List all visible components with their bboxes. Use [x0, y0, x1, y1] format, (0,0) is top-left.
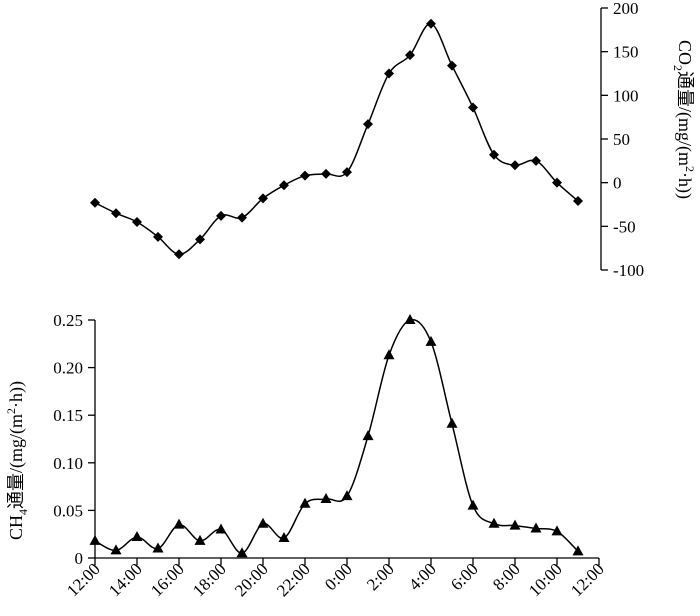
co2-data-point: [489, 149, 499, 160]
ch4-y-tick-label: 0.20: [53, 359, 83, 378]
ch4-x-tick-label: 12:00: [567, 559, 608, 600]
co2-series-line: [94, 22, 579, 256]
co2-data-point: [216, 210, 226, 221]
ch4-data-point: [362, 430, 374, 441]
ch4-data-point: [383, 349, 395, 360]
ch4-x-tick-label: 2:00: [363, 559, 398, 594]
co2-data-point: [300, 170, 310, 181]
co2-data-point: [90, 197, 100, 208]
co2-data-point: [321, 168, 331, 179]
co2-data-point: [258, 193, 268, 204]
ch4-x-tick-label: 20:00: [231, 559, 272, 600]
ch4-x-tick-label: 16:00: [147, 559, 188, 600]
co2-data-point: [342, 167, 352, 178]
ch4-x-tick-label: 0:00: [321, 559, 356, 594]
co2-data-point: [237, 212, 247, 223]
ch4-data-point: [236, 547, 248, 558]
co2-data-point: [426, 18, 436, 29]
co2-data-point: [552, 177, 562, 188]
co2-y-tick-label: 50: [613, 130, 630, 149]
co2-data-point: [510, 160, 520, 171]
ch4-y-tick-label: 0.05: [53, 501, 83, 520]
ch4-series-line: [94, 318, 579, 554]
co2-data-point: [573, 196, 583, 207]
ch4-data-point: [173, 518, 185, 529]
co2-y-tick-label: -50: [613, 217, 636, 236]
co2-data-point: [384, 68, 394, 79]
ch4-x-tick-label: 22:00: [273, 559, 314, 600]
co2-title-part: ·h)): [674, 172, 695, 199]
co2-data-point: [195, 234, 205, 245]
ch4-data-point: [257, 517, 269, 528]
co2-title-part: CO: [675, 40, 695, 65]
ch4-x-tick-label: 8:00: [489, 559, 524, 594]
co2-data-point: [363, 119, 373, 130]
co2-data-point: [279, 180, 289, 191]
co2-y-tick-label: 0: [613, 174, 622, 193]
ch4-x-tick-label: 10:00: [525, 559, 566, 600]
ch4-data-point: [89, 534, 101, 545]
ch4-x-tick-label: 14:00: [105, 559, 146, 600]
ch4-data-point: [152, 542, 164, 553]
ch4-title-superscript: 2: [4, 408, 18, 414]
ch4-title-subscript: 4: [16, 509, 30, 515]
ch4-x-tick-label: 18:00: [189, 559, 230, 600]
ch4-y-axis-title: CH4通量/(mg/(m2·h)): [4, 381, 30, 540]
co2-y-tick-label: 150: [613, 43, 639, 62]
ch4-title-part: CH: [6, 515, 26, 540]
co2-y-tick-label: -100: [613, 261, 644, 280]
ch4-data-point: [572, 545, 584, 556]
ch4-y-tick-label: 0.15: [53, 406, 83, 425]
ch4-y-tick-label: 0: [75, 549, 84, 568]
ch4-data-point: [341, 490, 353, 501]
ch4-x-tick-label: 6:00: [447, 559, 482, 594]
ch4-title-part: ·h)): [6, 381, 27, 408]
ch4-data-point: [530, 522, 542, 533]
co2-y-axis-title: CO2通量/(mg/(m2·h)): [671, 40, 697, 199]
ch4-data-point: [215, 523, 227, 534]
co2-data-point: [153, 231, 163, 242]
co2-data-point: [405, 50, 415, 61]
ch4-data-point: [551, 525, 563, 536]
co2-title-part: 通量/(mg/(m: [674, 71, 695, 166]
co2-data-point: [531, 155, 541, 166]
co2-title-superscript: 2: [683, 166, 697, 172]
co2-y-tick-label: 100: [613, 86, 639, 105]
co2-y-tick-label: 200: [613, 0, 639, 18]
ch4-x-tick-label: 12:00: [63, 559, 104, 600]
ch4-data-point: [509, 519, 521, 530]
ch4-data-point: [488, 517, 500, 528]
ch4-y-tick-label: 0.10: [53, 454, 83, 473]
ch4-data-point: [425, 335, 437, 346]
ch4-data-point: [320, 492, 332, 503]
ch4-data-point: [467, 499, 479, 510]
ch4-x-tick-label: 4:00: [405, 559, 440, 594]
co2-title-subscript: 2: [671, 65, 685, 71]
co2-data-point: [447, 60, 457, 71]
ch4-data-point: [446, 417, 458, 428]
ch4-data-point: [404, 314, 416, 324]
ch4-data-point: [131, 531, 143, 542]
co2-data-point: [468, 102, 478, 113]
ch4-y-tick-label: 0.25: [53, 311, 83, 330]
ch4-data-point: [278, 532, 290, 543]
co2-data-point: [174, 249, 184, 260]
co2-data-point: [132, 216, 142, 227]
ch4-title-part: 通量/(mg/(m: [6, 414, 27, 509]
ch4-data-point: [110, 544, 122, 555]
ch4-data-point: [299, 497, 311, 508]
co2-data-point: [111, 208, 121, 219]
ch4-data-point: [194, 534, 206, 545]
